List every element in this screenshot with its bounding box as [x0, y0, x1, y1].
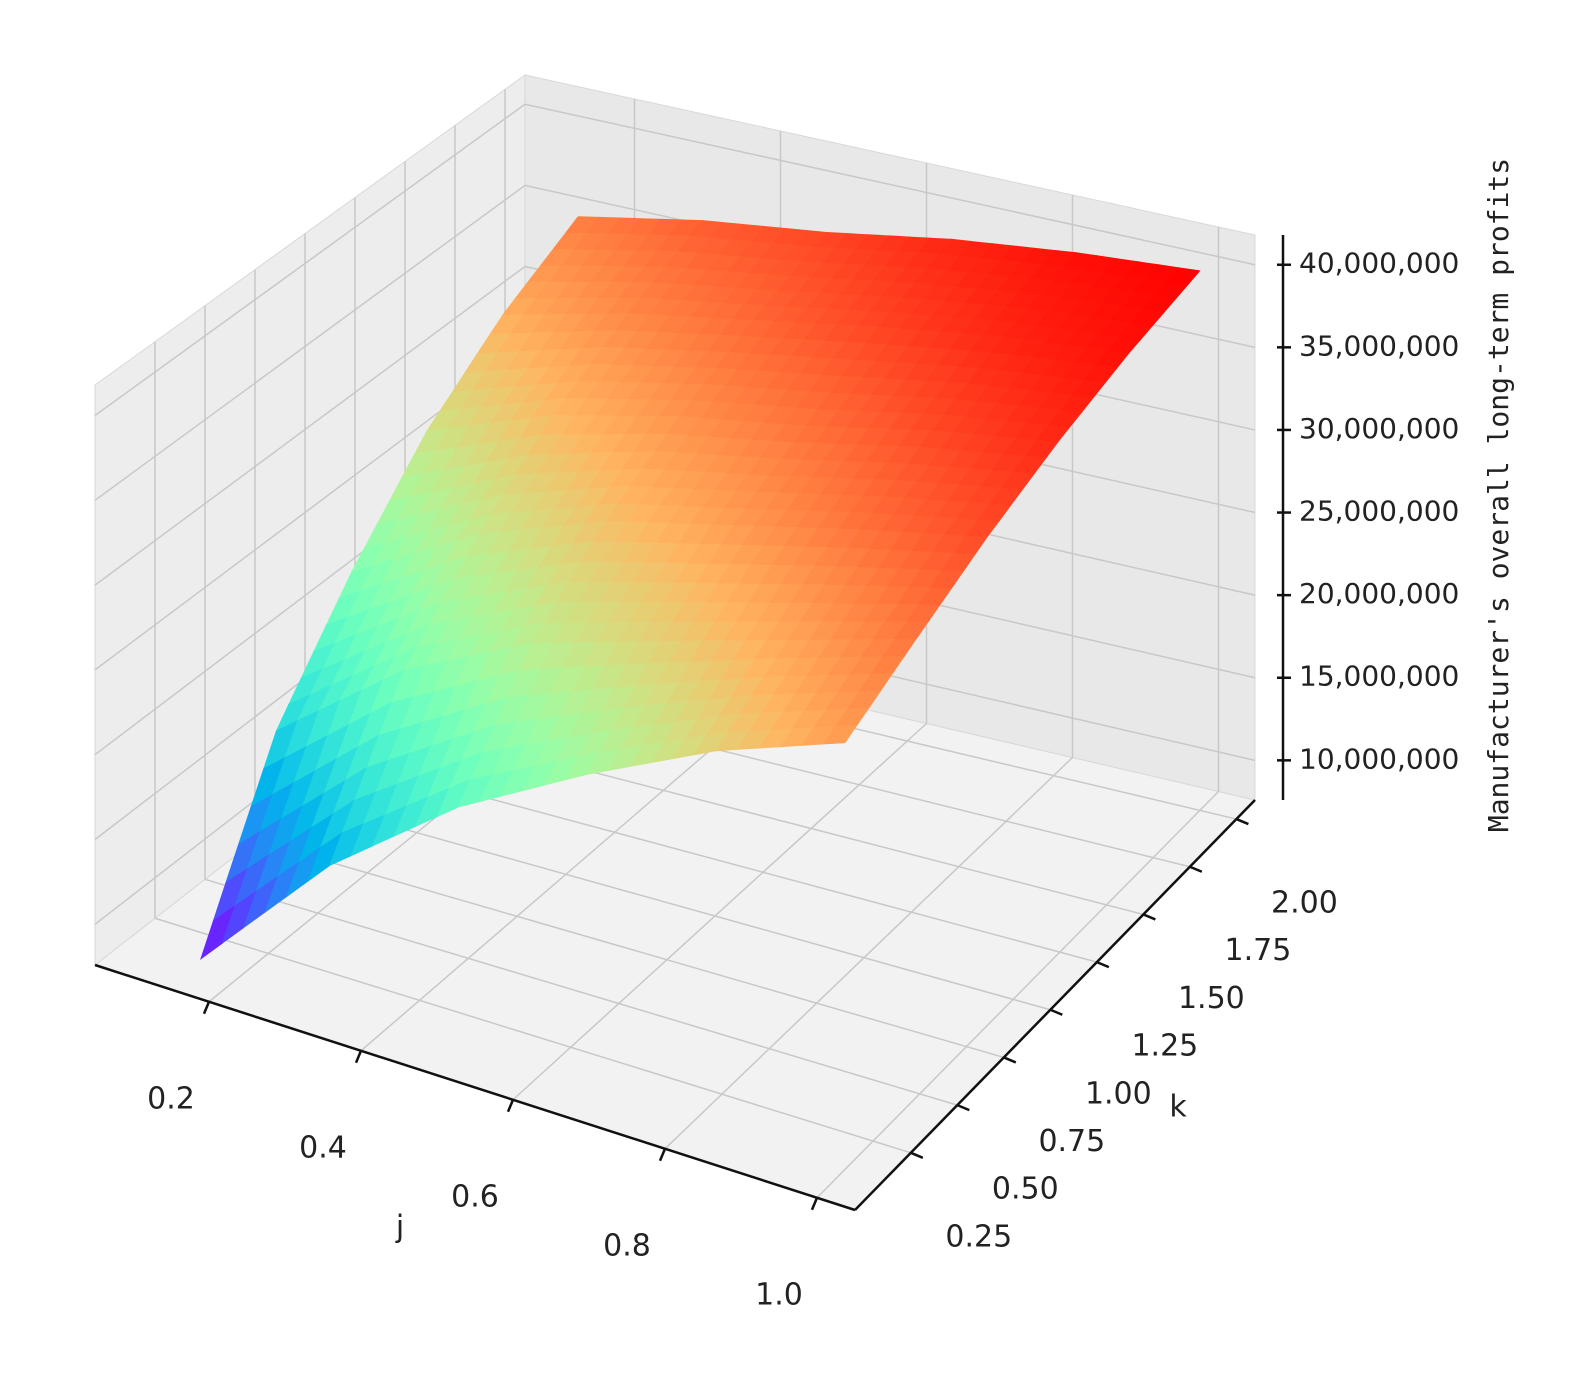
y-tick [956, 1103, 970, 1112]
y-tick-label: 1.75 [1224, 933, 1291, 968]
grid-line [94, 184, 526, 501]
z-tick-label: 15,000,000 [1299, 660, 1459, 693]
z-axis-label: Manufacturer's overall long-term profits [1482, 158, 1515, 832]
z-tick-label: 10,000,000 [1299, 742, 1459, 775]
y-tick-label: 0.25 [945, 1219, 1012, 1254]
grid-line [816, 790, 1220, 1199]
y-tick-label: 1.25 [1131, 1029, 1198, 1064]
y-tick [910, 1151, 924, 1159]
y-tick-label: 1.50 [1178, 981, 1245, 1016]
grid-line [94, 103, 526, 417]
z-tick-label: 40,000,000 [1299, 247, 1459, 280]
y-axis-label: k [1169, 1090, 1187, 1125]
y-tick [1049, 1008, 1063, 1016]
x-tick [658, 1148, 667, 1162]
y-tick [1189, 865, 1203, 873]
surface-patch [822, 725, 858, 745]
grid-line [94, 265, 526, 586]
y-tick-label: 1.00 [1085, 1076, 1152, 1111]
grid-line [204, 878, 958, 1106]
x-tick-label: 0.2 [147, 1081, 195, 1116]
x-tick-label: 0.4 [299, 1130, 347, 1165]
grid-line [524, 103, 1256, 266]
y-tick [1235, 817, 1249, 826]
grid-line [154, 917, 912, 1154]
y-tick-label: 0.75 [1038, 1124, 1105, 1159]
z-tick-label: 20,000,000 [1299, 577, 1459, 610]
y-tick [1003, 1056, 1017, 1064]
z-tick-label: 35,000,000 [1299, 329, 1459, 362]
y-tick-label: 2.00 [1271, 886, 1338, 921]
y-axis-line [854, 799, 1256, 1211]
z-tick-label: 30,000,000 [1299, 412, 1459, 445]
x-tick [810, 1197, 819, 1211]
grid-line [304, 800, 1051, 1011]
grid-line [254, 839, 1005, 1059]
x-tick-label: 1.0 [755, 1277, 803, 1312]
x-axis-line [94, 963, 856, 1212]
axes: 0.2 0.4 0.6 0.8 1.0 0.25 0.50 0.75 1.00 1.25 1.50 1… [94, 235, 1459, 1312]
x-tick [354, 1050, 363, 1064]
x-tick [202, 1001, 211, 1015]
z-tick-label: 25,000,000 [1299, 495, 1459, 528]
y-tick [1096, 960, 1110, 969]
y-tick [1142, 913, 1156, 921]
x-tick-label: 0.8 [603, 1228, 651, 1263]
grid-line [664, 756, 1074, 1150]
grid-line [512, 722, 928, 1101]
surface [200, 216, 1201, 960]
x-tick [506, 1099, 515, 1113]
y-tick-label: 0.50 [992, 1172, 1059, 1207]
x-tick-label: 0.6 [451, 1179, 499, 1214]
x-axis-label: j [395, 1210, 404, 1245]
